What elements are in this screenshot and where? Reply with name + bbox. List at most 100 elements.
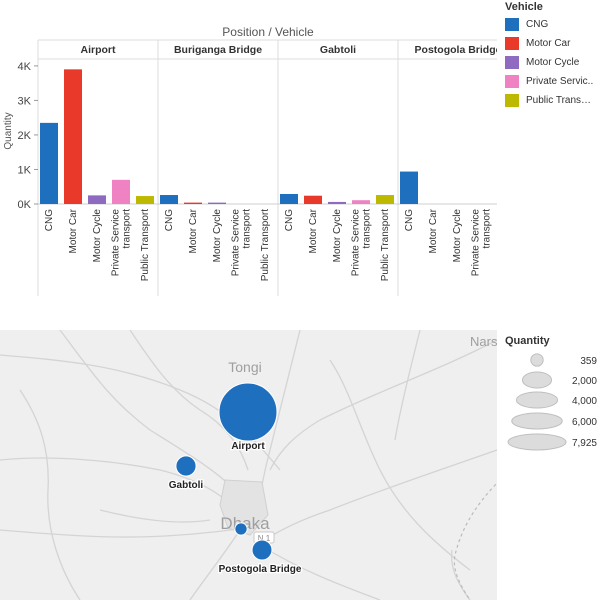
map-road xyxy=(19,389,81,600)
urban-area xyxy=(219,479,269,536)
size-legend-symbols: 359 2,000 4,000 6,000 7,925 xyxy=(507,353,597,451)
district-boundary xyxy=(453,482,497,600)
legend-label: Private Servic.. xyxy=(526,76,594,87)
x-tick-label: Public Transport xyxy=(380,209,391,281)
map-road xyxy=(59,330,236,491)
place-label-narsingdi: Nars xyxy=(470,334,497,349)
bar-chart: Position / Vehicle Quantity 0K 1K 2K 3K 4K Airp… xyxy=(3,25,497,296)
y-tick-label: 0K xyxy=(18,199,32,211)
size-legend-symbol xyxy=(530,353,544,367)
map-panel[interactable]: Tongi Dhaka Nars Nārāyanganj N 1 Airport Gabto… xyxy=(0,330,497,600)
map-symbol-label: Airport xyxy=(231,441,265,452)
place-label-tongi: Tongi xyxy=(228,359,261,375)
bar[interactable] xyxy=(352,200,370,204)
x-tick-label: Motor Car xyxy=(308,208,319,253)
legend-label: Motor Car xyxy=(526,38,571,49)
legend-swatch xyxy=(505,18,519,31)
x-tick-label: Motor Cycle xyxy=(92,209,103,263)
x-tick-label: CNG xyxy=(44,209,55,231)
size-legend-label: 4,000 xyxy=(572,396,597,407)
legend-swatch xyxy=(505,75,519,88)
x-tick-label: Motor Cycle xyxy=(452,209,463,263)
vehicle-legend: Vehicle CNG Motor Car Motor Cycle Private S… xyxy=(505,0,600,109)
map-road xyxy=(269,339,497,471)
map-symbol-label: Postogola Bridge xyxy=(219,564,302,575)
x-tick-label: CNG xyxy=(404,209,415,231)
chart-title: Position / Vehicle xyxy=(222,25,314,39)
bar[interactable] xyxy=(88,195,106,204)
legend-label: CNG xyxy=(526,19,549,30)
x-tick-label: Motor Car xyxy=(188,208,199,253)
x-tick-label: Motor Car xyxy=(428,208,439,253)
place-label-dhaka: Dhaka xyxy=(220,514,270,533)
legend-label: Motor Cycle xyxy=(526,57,580,68)
size-legend-label: 6,000 xyxy=(572,417,597,428)
legend-label: Public Transpo.. xyxy=(526,95,596,106)
x-tick-label: Private Servicetransport xyxy=(351,209,373,277)
x-tick-label: CNG xyxy=(164,209,175,231)
map-road xyxy=(0,457,241,516)
bar[interactable] xyxy=(136,196,154,204)
legend-item[interactable]: Motor Car xyxy=(505,35,600,52)
y-tick-label: 3K xyxy=(18,95,32,107)
y-tick-label: 4K xyxy=(18,61,32,73)
size-legend-label: 359 xyxy=(580,356,597,367)
legend-item[interactable]: Public Transpo.. xyxy=(505,92,600,109)
x-tick-label: Private Servicetransport xyxy=(111,209,133,277)
quantity-size-legend: Quantity 359 2,000 4,000 6,000 7,925 xyxy=(505,334,600,462)
map-road xyxy=(394,330,421,441)
y-tick-label: 2K xyxy=(18,130,32,142)
panel-header: Gabtoli xyxy=(320,44,356,56)
panel-header: Airport xyxy=(81,44,117,56)
x-tick-label: Public Transport xyxy=(260,209,271,281)
y-tick-label: 1K xyxy=(18,164,32,176)
map-symbol[interactable] xyxy=(218,382,278,442)
place-label-narayanganj: Nārāyanganj xyxy=(285,598,353,600)
map-symbol[interactable] xyxy=(175,455,197,477)
legend-item[interactable]: Motor Cycle xyxy=(505,54,600,71)
bar[interactable] xyxy=(304,195,322,204)
x-tick-label: Private Servicetransport xyxy=(231,209,253,277)
size-legend-symbol xyxy=(515,391,559,409)
legend-item[interactable]: Private Servic.. xyxy=(505,73,600,90)
y-axis-label: Quantity xyxy=(3,112,14,149)
bar[interactable] xyxy=(160,195,178,204)
map-road xyxy=(450,549,471,600)
legend-swatch xyxy=(505,94,519,107)
bar[interactable] xyxy=(184,202,202,204)
map-canvas[interactable]: Tongi Dhaka Nars Nārāyanganj N 1 Airport Gabto… xyxy=(0,330,497,600)
bar[interactable] xyxy=(40,122,58,204)
map-symbol[interactable] xyxy=(234,522,248,536)
map-symbol[interactable] xyxy=(251,539,273,561)
size-legend-symbol xyxy=(511,412,563,430)
size-legend-symbol xyxy=(521,371,553,389)
bar[interactable] xyxy=(376,195,394,204)
vehicle-legend-title: Vehicle xyxy=(505,1,543,13)
bar[interactable] xyxy=(328,201,346,204)
x-tick-label: Motor Car xyxy=(68,208,79,253)
map-road xyxy=(329,359,471,571)
bar[interactable] xyxy=(208,202,226,204)
x-tick-label: Motor Cycle xyxy=(332,209,343,263)
road-badge-label: N 1 xyxy=(258,534,271,543)
x-tick-label: Motor Cycle xyxy=(212,209,223,263)
bar[interactable] xyxy=(400,171,418,204)
size-legend-label: 2,000 xyxy=(572,376,597,387)
bar[interactable] xyxy=(64,69,82,204)
bar[interactable] xyxy=(112,179,130,204)
map-road xyxy=(189,529,241,600)
legend-item[interactable]: CNG xyxy=(505,16,600,33)
bar[interactable] xyxy=(280,193,298,204)
map-road xyxy=(259,544,381,600)
map-road xyxy=(264,449,497,541)
map-road xyxy=(129,330,249,471)
map-symbol-label: Gabtoli xyxy=(169,480,204,491)
panel-header: Postogola Bridge xyxy=(415,44,497,56)
size-legend-symbol xyxy=(507,433,567,451)
map-road xyxy=(0,527,246,538)
x-tick-label: CNG xyxy=(284,209,295,231)
legend-swatch xyxy=(505,56,519,69)
x-tick-label: Public Transport xyxy=(140,209,151,281)
legend-swatch xyxy=(505,37,519,50)
size-legend-label: 7,925 xyxy=(572,438,597,449)
